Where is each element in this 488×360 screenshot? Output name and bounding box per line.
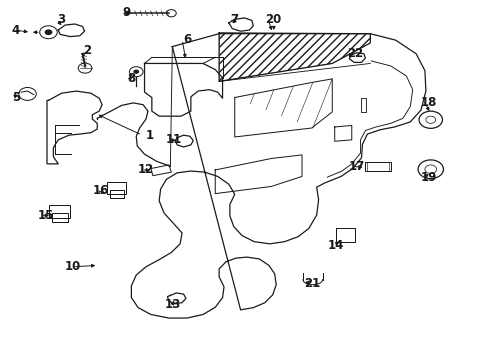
Text: 5: 5 [12,91,20,104]
Bar [49,206,70,218]
Polygon shape [348,53,365,62]
Circle shape [44,30,52,35]
Text: 2: 2 [83,44,91,57]
Text: 3: 3 [58,13,65,26]
Text: 10: 10 [64,260,81,273]
Circle shape [133,69,139,74]
Text: 1: 1 [145,129,153,142]
Polygon shape [228,18,253,31]
Polygon shape [167,293,185,304]
Polygon shape [58,24,84,37]
Text: 8: 8 [127,72,135,85]
Bar [335,228,354,242]
Bar [52,213,68,222]
Text: 12: 12 [138,163,154,176]
Text: 17: 17 [348,160,364,173]
Polygon shape [175,135,193,147]
Text: 16: 16 [92,184,109,197]
Text: 11: 11 [165,133,182,146]
Text: 20: 20 [264,13,280,26]
Text: 22: 22 [347,47,363,60]
Bar [107,182,125,194]
Text: 13: 13 [164,298,180,311]
Text: 14: 14 [327,239,344,252]
Text: 7: 7 [230,13,238,26]
Bar [365,162,390,171]
Text: 15: 15 [37,209,54,222]
Text: 6: 6 [183,33,191,46]
Text: 21: 21 [303,277,319,290]
Text: 9: 9 [122,6,130,19]
Text: 19: 19 [420,171,436,184]
Text: 4: 4 [11,24,20,37]
Text: 18: 18 [420,96,436,109]
Bar [110,190,123,198]
